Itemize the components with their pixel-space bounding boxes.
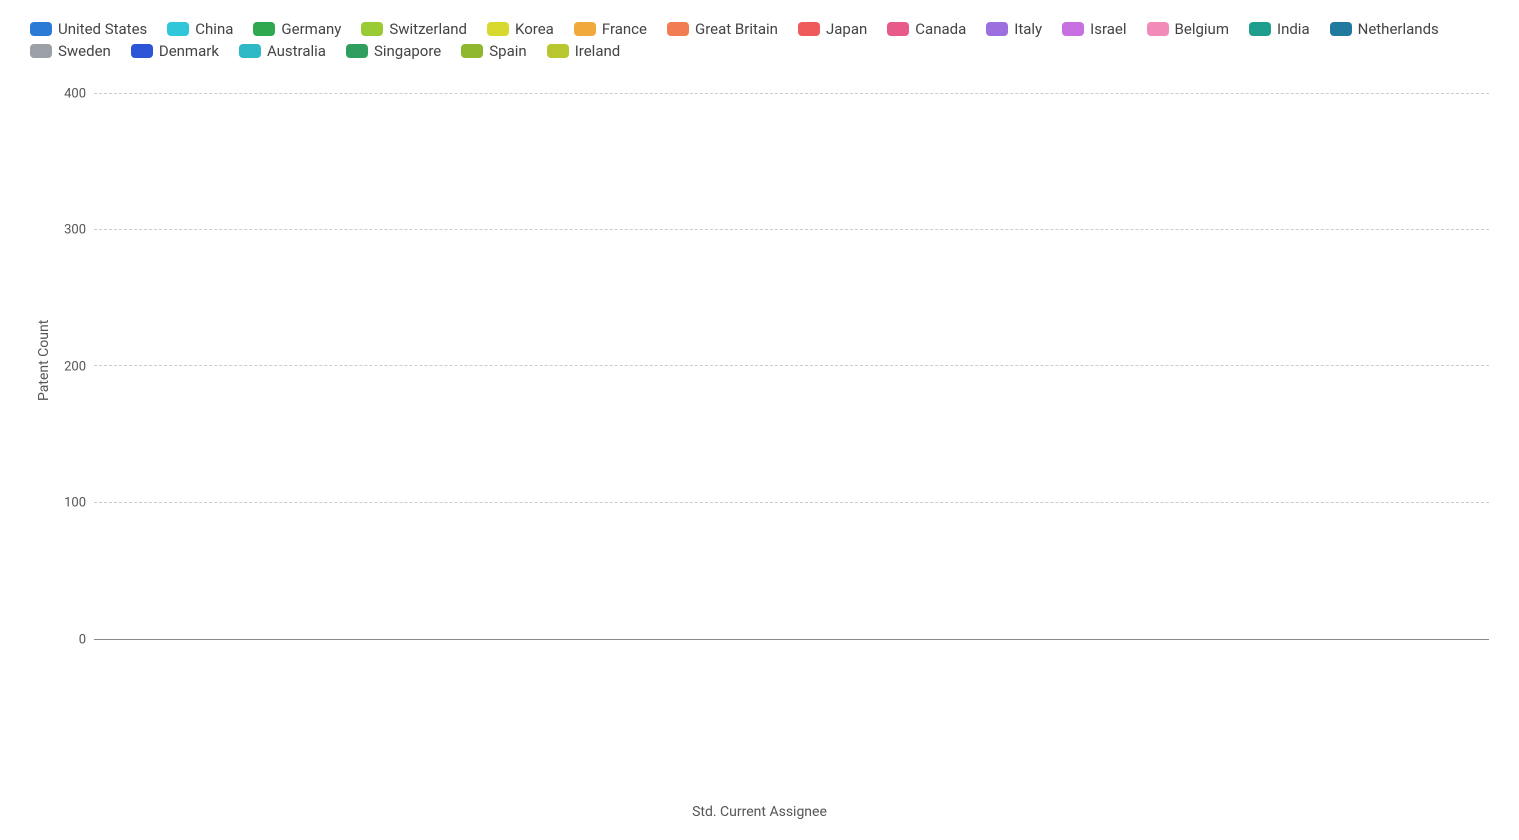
- x-tick-label: ABBVIE INC: [124, 650, 237, 763]
- legend-swatch: [547, 44, 569, 58]
- y-axis: 0100200300400: [52, 80, 94, 640]
- legend-swatch: [361, 22, 383, 36]
- legend-label: Korea: [515, 20, 554, 38]
- legend-item-ca[interactable]: Canada: [887, 20, 966, 38]
- grid-line: [94, 365, 1489, 366]
- legend-swatch: [167, 22, 189, 36]
- legend-swatch: [1330, 22, 1352, 36]
- legend-label: Israel: [1090, 20, 1126, 38]
- legend-label: Italy: [1014, 20, 1042, 38]
- legend-swatch: [1062, 22, 1084, 36]
- x-tick-label: BRISTOL MYERS SQUIB…: [196, 650, 309, 763]
- legend-item-cn[interactable]: China: [167, 20, 233, 38]
- legend-item-au[interactable]: Australia: [239, 42, 326, 60]
- legend-label: India: [1277, 20, 1310, 38]
- legend-label: Belgium: [1175, 20, 1229, 38]
- legend-item-us[interactable]: United States: [30, 20, 147, 38]
- x-tick-label: MERCK PATENT GMBH: [112, 650, 225, 763]
- x-tick-label: RGT UNIV OF CALIFORNIA: [208, 650, 321, 763]
- x-axis-label: Std. Current Assignee: [30, 804, 1489, 820]
- legend-swatch: [461, 44, 483, 58]
- legend-swatch: [986, 22, 1008, 36]
- y-tick: 0: [79, 633, 86, 648]
- legend-item-ch[interactable]: Switzerland: [361, 20, 467, 38]
- x-tick-label: ARRAY BIOPHARMA INC: [268, 650, 381, 763]
- x-tick-label: JIANGSU HENGRUI MED…: [280, 650, 393, 763]
- legend-item-se[interactable]: Sweden: [30, 42, 111, 60]
- legend-swatch: [798, 22, 820, 36]
- legend-item-sg[interactable]: Singapore: [346, 42, 441, 60]
- legend-label: China: [195, 20, 233, 38]
- x-tick-label: MEMORIAL SLOAN KETT…: [292, 650, 405, 763]
- y-tick: 200: [64, 359, 86, 374]
- legend-item-be[interactable]: Belgium: [1147, 20, 1229, 38]
- legend-swatch: [887, 22, 909, 36]
- x-tick-label: BOARD OF RGT THE UNI…: [328, 650, 441, 763]
- plot-area: [94, 80, 1489, 640]
- x-tick-label: CELGENE CORP: [304, 650, 417, 763]
- legend-label: Netherlands: [1358, 20, 1439, 38]
- legend-swatch: [30, 44, 52, 58]
- legend-swatch: [346, 44, 368, 58]
- legend-item-kr[interactable]: Korea: [487, 20, 554, 38]
- legend-swatch: [1147, 22, 1169, 36]
- x-tick-label: LES LAB SERVIER SA: [244, 650, 357, 763]
- x-tick-label: INST NAT DE LA SANTE …: [160, 650, 273, 763]
- x-tick-label: INCYTE CORP: [232, 650, 345, 763]
- legend-swatch: [239, 44, 261, 58]
- legend-label: France: [602, 20, 647, 38]
- grid-line: [94, 502, 1489, 503]
- legend-swatch: [253, 22, 275, 36]
- grid-line: [94, 93, 1489, 94]
- y-tick: 400: [64, 86, 86, 101]
- x-tick-label: AMGEN INC: [148, 650, 261, 763]
- legend-label: Singapore: [374, 42, 441, 60]
- legend-item-il[interactable]: Israel: [1062, 20, 1126, 38]
- legend-item-in[interactable]: India: [1249, 20, 1310, 38]
- legend-swatch: [574, 22, 596, 36]
- y-tick: 100: [64, 496, 86, 511]
- legend-item-de[interactable]: Germany: [253, 20, 341, 38]
- x-tick-label: NOVARTIS AG: [100, 650, 213, 763]
- legend-item-nl[interactable]: Netherlands: [1330, 20, 1439, 38]
- x-axis-labels: NOVARTIS AGMERCK PATENT GMBHABBVIE INCIM…: [94, 640, 1489, 800]
- legend-swatch: [667, 22, 689, 36]
- y-tick: 300: [64, 223, 86, 238]
- x-tick-label: F HOFFMANN LA ROCHE…: [316, 650, 429, 763]
- legend-label: Spain: [489, 42, 526, 60]
- legend-label: Japan: [826, 20, 867, 38]
- x-tick-label: DANA FARBER CANCER …: [184, 650, 297, 763]
- x-tick-label: PFIZER INC: [256, 650, 369, 763]
- legend-item-jp[interactable]: Japan: [798, 20, 867, 38]
- legend-label: Switzerland: [389, 20, 467, 38]
- legend-item-gb[interactable]: Great Britain: [667, 20, 778, 38]
- chart-area: Patent Count 0100200300400: [30, 80, 1489, 640]
- legend-label: Canada: [915, 20, 966, 38]
- x-tick-label: GENENTECH INC: [220, 650, 333, 763]
- chart-legend: United States China Germany Switzerland Kore…: [30, 20, 1489, 60]
- legend-swatch: [30, 22, 52, 36]
- legend-item-ie[interactable]: Ireland: [547, 42, 621, 60]
- legend-label: Denmark: [159, 42, 219, 60]
- x-tick-label: JANSSEN PHARMA NV: [172, 650, 285, 763]
- legend-label: Ireland: [575, 42, 621, 60]
- x-tick-label: IMMATICS BIOTECHNOL…: [136, 650, 249, 763]
- legend-item-it[interactable]: Italy: [986, 20, 1042, 38]
- legend-label: United States: [58, 20, 147, 38]
- legend-item-dk[interactable]: Denmark: [131, 42, 219, 60]
- legend-label: Great Britain: [695, 20, 778, 38]
- legend-label: Sweden: [58, 42, 111, 60]
- legend-label: Australia: [267, 42, 326, 60]
- legend-label: Germany: [281, 20, 341, 38]
- legend-item-fr[interactable]: France: [574, 20, 647, 38]
- legend-swatch: [131, 44, 153, 58]
- legend-swatch: [487, 22, 509, 36]
- grid-line: [94, 229, 1489, 230]
- y-axis-label: Patent Count: [30, 80, 52, 640]
- legend-swatch: [1249, 22, 1271, 36]
- legend-item-es[interactable]: Spain: [461, 42, 526, 60]
